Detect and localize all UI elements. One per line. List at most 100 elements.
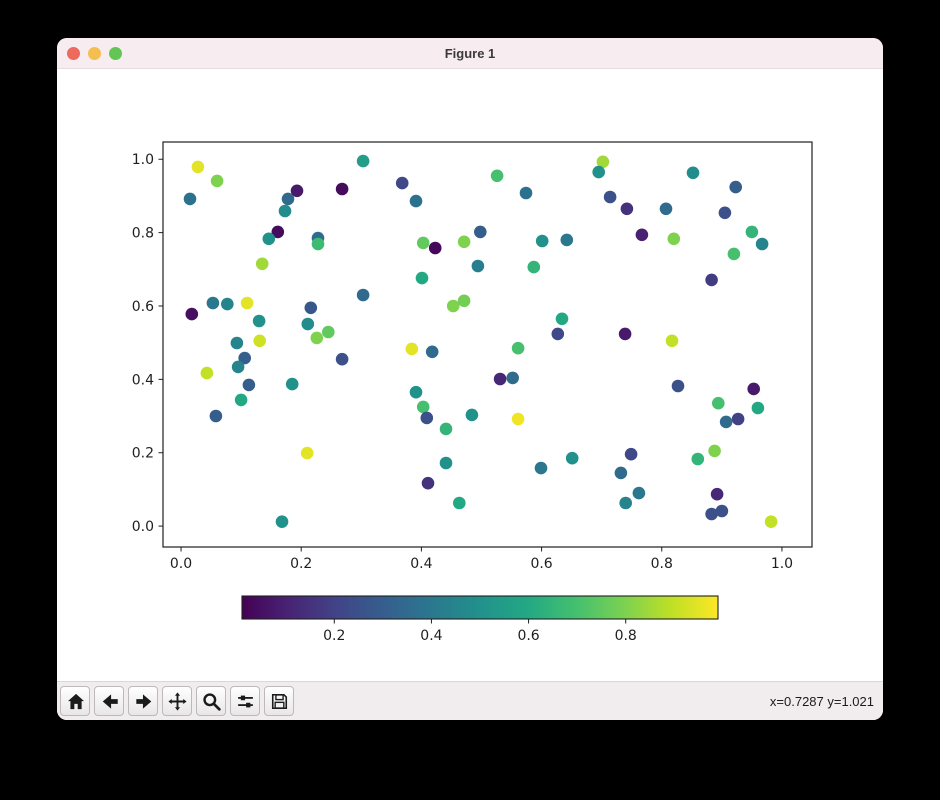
scatter-point bbox=[620, 202, 634, 216]
scatter-point bbox=[310, 331, 324, 345]
scatter-point bbox=[705, 507, 718, 521]
magnifier-icon bbox=[202, 692, 221, 711]
scatter-point bbox=[322, 325, 335, 339]
scatter-point bbox=[335, 352, 349, 366]
scatter-point bbox=[624, 447, 638, 461]
scatter-point bbox=[618, 327, 632, 341]
scatter-point bbox=[281, 192, 295, 206]
scatter-point bbox=[230, 336, 244, 350]
scatter-point bbox=[231, 360, 245, 374]
scatter-point bbox=[511, 412, 525, 426]
cursor-position-readout: x=0.7287 y=1.021 bbox=[769, 693, 874, 709]
colorbar[interactable] bbox=[241, 595, 719, 620]
scatter-point bbox=[185, 307, 199, 321]
scatter-point bbox=[335, 182, 349, 196]
scatter-point bbox=[356, 288, 370, 302]
scatter-point bbox=[471, 259, 485, 273]
x-tick-label: 0.8 bbox=[651, 556, 673, 572]
scatter-point bbox=[421, 476, 435, 490]
scatter-point bbox=[457, 294, 471, 308]
scatter-point bbox=[632, 486, 646, 500]
forward-button[interactable] bbox=[128, 686, 158, 716]
scatter-point bbox=[729, 180, 742, 194]
scatter-point bbox=[300, 446, 314, 460]
figure-content: 0.0 0.2 0.4 0.6 0.8 1.0 0.0 0.2 0.4 0.6 0.8 1.0 0.2 0… bbox=[57, 69, 883, 682]
scatter-point bbox=[614, 466, 628, 480]
scatter-point bbox=[560, 233, 574, 247]
scatter-point bbox=[755, 237, 769, 251]
scatter-point bbox=[731, 412, 745, 426]
scatter-point bbox=[565, 451, 579, 465]
y-tick-label: 1.0 bbox=[132, 152, 154, 168]
scatter-point bbox=[453, 496, 466, 510]
scatter-point bbox=[409, 194, 423, 208]
scatter-point bbox=[420, 411, 434, 425]
home-icon bbox=[67, 693, 84, 709]
minimize-button[interactable] bbox=[88, 46, 101, 60]
scatter-point bbox=[415, 271, 429, 285]
maximize-button[interactable] bbox=[109, 46, 122, 60]
scatter-point bbox=[506, 371, 519, 385]
scatter-point bbox=[493, 372, 507, 386]
scatter-point bbox=[395, 176, 409, 190]
scatter-point bbox=[686, 166, 700, 180]
back-arrow-icon bbox=[102, 693, 118, 709]
window-title: Figure 1 bbox=[444, 45, 496, 61]
scatter-point bbox=[751, 401, 765, 415]
scatter-point bbox=[290, 184, 304, 198]
titlebar[interactable]: Figure 1 bbox=[57, 38, 883, 69]
scatter-point bbox=[200, 366, 214, 380]
scatter-point bbox=[667, 232, 681, 246]
scatter-point bbox=[234, 393, 248, 407]
scatter-point bbox=[619, 496, 632, 510]
scatter-point bbox=[719, 415, 733, 429]
scatter-point bbox=[405, 342, 419, 356]
x-tick-label: 0.2 bbox=[290, 556, 312, 572]
pan-arrows-icon bbox=[167, 691, 187, 711]
scatter-point bbox=[665, 334, 679, 348]
scatter-point bbox=[555, 312, 569, 326]
configure-subplots-button[interactable] bbox=[230, 686, 260, 716]
scatter-point bbox=[712, 396, 725, 410]
scatter-point bbox=[764, 515, 778, 528]
scatter-point bbox=[311, 237, 325, 251]
scatter-point bbox=[278, 204, 292, 218]
scatter-point bbox=[252, 314, 266, 328]
close-button[interactable] bbox=[67, 46, 80, 60]
scatter-point bbox=[242, 378, 256, 392]
scatter-point bbox=[747, 382, 760, 396]
scatter-point bbox=[285, 377, 299, 391]
floppy-disk-icon bbox=[271, 693, 287, 709]
home-button[interactable] bbox=[60, 686, 90, 716]
scatter-point bbox=[705, 273, 718, 287]
scatter-point bbox=[416, 236, 430, 250]
scatter-point bbox=[439, 422, 453, 436]
scatter-point bbox=[603, 190, 617, 204]
zoom-button[interactable] bbox=[196, 686, 226, 716]
scatter-point bbox=[275, 515, 289, 528]
y-tick-label: 0.8 bbox=[132, 226, 154, 242]
scatter-point bbox=[238, 351, 251, 365]
scatter-point bbox=[710, 487, 724, 501]
scatter-point bbox=[191, 160, 205, 174]
scatter-point bbox=[527, 260, 541, 274]
back-button[interactable] bbox=[94, 686, 124, 716]
pan-button[interactable] bbox=[162, 686, 192, 716]
toolbar-buttons bbox=[57, 686, 294, 716]
scatter-point bbox=[465, 408, 479, 422]
x-tick-label: 0.4 bbox=[410, 556, 432, 572]
scatter-point bbox=[708, 444, 721, 458]
scatter-point bbox=[718, 206, 732, 220]
scatter-point bbox=[210, 174, 224, 188]
save-button[interactable] bbox=[264, 686, 294, 716]
scatter-plot-canvas[interactable]: 0.0 0.2 0.4 0.6 0.8 1.0 0.0 0.2 0.4 0.6 0.8 1.0 0.2 0… bbox=[57, 69, 883, 682]
scatter-point bbox=[409, 385, 423, 399]
x-tick-label: 0.6 bbox=[530, 556, 552, 572]
scatter-point bbox=[551, 327, 565, 341]
axes-frame bbox=[162, 141, 813, 548]
scatter-point bbox=[262, 232, 276, 246]
scatter-point bbox=[439, 456, 453, 470]
scatter-point bbox=[745, 225, 759, 239]
scatter-point bbox=[635, 228, 649, 242]
